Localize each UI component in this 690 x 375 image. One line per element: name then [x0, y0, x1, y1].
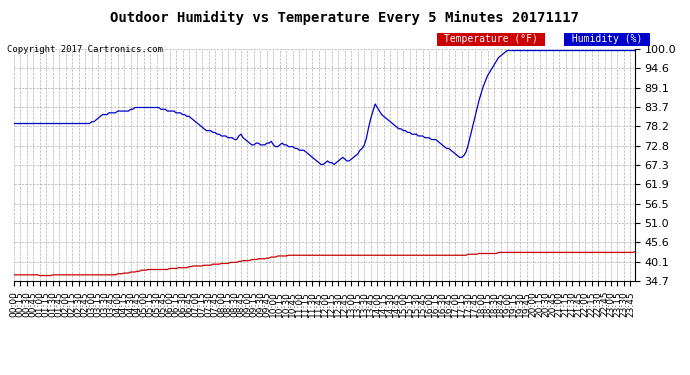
Text: Temperature (°F): Temperature (°F): [438, 34, 544, 44]
Text: Copyright 2017 Cartronics.com: Copyright 2017 Cartronics.com: [7, 45, 163, 54]
Text: Humidity (%): Humidity (%): [566, 34, 648, 44]
Text: Outdoor Humidity vs Temperature Every 5 Minutes 20171117: Outdoor Humidity vs Temperature Every 5 …: [110, 11, 580, 26]
